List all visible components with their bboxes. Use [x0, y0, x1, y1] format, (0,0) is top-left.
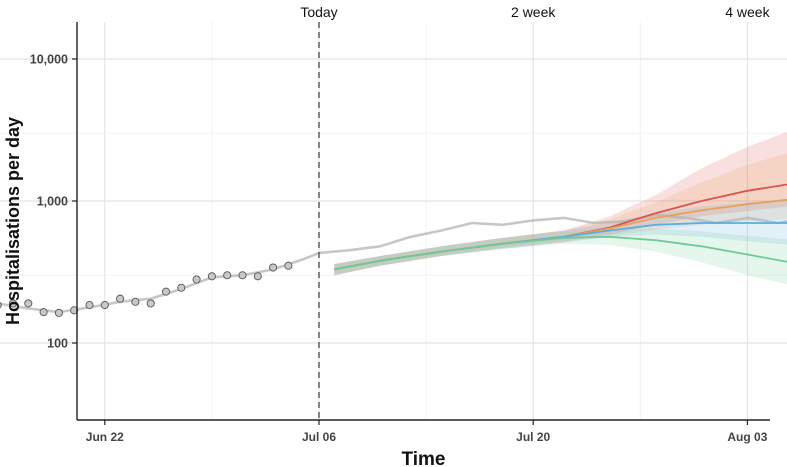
- observed-point: [131, 297, 140, 306]
- observed-point: [207, 272, 216, 281]
- observed-point: [238, 271, 247, 280]
- text-label-layer: Time Hospitalisations per day Today 2 week 4…: [3, 4, 771, 467]
- observed-point: [223, 271, 232, 280]
- ci-band-1-8: [334, 153, 787, 276]
- x-tick-label: Aug 03: [727, 430, 767, 444]
- x-tick-label: Jun 22: [86, 430, 124, 444]
- top-annotation-label: Today: [300, 4, 337, 20]
- observed-point: [0, 301, 2, 309]
- grid-layer: [0, 22, 787, 420]
- observed-point: [269, 263, 278, 272]
- observed-point: [177, 283, 186, 292]
- ci-band-1-1: [334, 228, 787, 285]
- observed-point: [70, 306, 79, 315]
- series-line-1-1: [334, 235, 787, 271]
- x-tick-label: Jul 20: [516, 430, 550, 444]
- observed-point: [146, 299, 155, 308]
- top-annotation-label: 4 week: [725, 4, 770, 20]
- y-tick-label: 100: [47, 337, 68, 351]
- observed-point: [116, 294, 125, 303]
- observed-point: [192, 275, 201, 284]
- observed-point: [161, 287, 171, 296]
- y-tick-label: 1,000: [37, 195, 68, 209]
- y-axis-title: Hospitalisations per day: [3, 117, 23, 325]
- observed-point: [8, 299, 18, 308]
- observed-point: [24, 299, 33, 308]
- ci-band-layer: [334, 131, 787, 285]
- observed-point: [54, 308, 63, 317]
- x-tick-label: Jul 06: [302, 430, 336, 444]
- observed-point: [85, 301, 94, 310]
- top-annotation-label: 2 week: [511, 4, 556, 20]
- observed-point: [253, 272, 262, 281]
- observed-point: [284, 261, 293, 270]
- observed-point-layer: [0, 261, 293, 317]
- y-tick-label: 10,000: [30, 53, 68, 67]
- observed-point: [39, 308, 48, 317]
- observed-point: [100, 301, 109, 310]
- x-axis-title: Time: [401, 449, 445, 467]
